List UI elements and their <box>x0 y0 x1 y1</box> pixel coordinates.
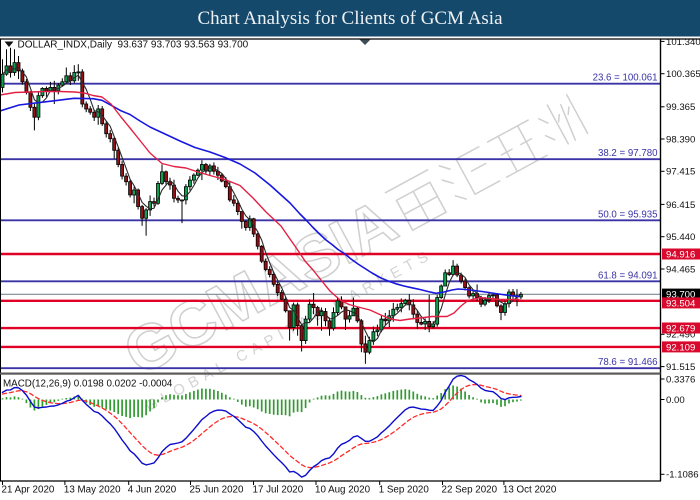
svg-text:92.679: 92.679 <box>666 324 695 335</box>
svg-text:MACD(12,26,9) 0.0198 0.0202 -0: MACD(12,26,9) 0.0198 0.0202 -0.0004 <box>3 379 173 390</box>
svg-text:13 Oct 2020: 13 Oct 2020 <box>503 485 557 496</box>
svg-text:17 Jul 2020: 17 Jul 2020 <box>253 485 304 496</box>
svg-text:100.365: 100.365 <box>666 69 700 80</box>
svg-text:Chart Analysis for Clients of: Chart Analysis for Clients of GCM Asia <box>197 8 503 29</box>
svg-text:101.340: 101.340 <box>666 37 700 48</box>
svg-text:13 May 2020: 13 May 2020 <box>64 485 121 496</box>
svg-text:10 Aug 2020: 10 Aug 2020 <box>315 485 371 496</box>
svg-text:4 Jun 2020: 4 Jun 2020 <box>128 485 177 496</box>
svg-text:91.515: 91.515 <box>666 362 695 373</box>
svg-text:93.700: 93.700 <box>666 289 695 300</box>
svg-text:96.415: 96.415 <box>666 200 695 211</box>
svg-text:38.2 = 97.780: 38.2 = 97.780 <box>598 148 658 159</box>
svg-text:22 Sep 2020: 22 Sep 2020 <box>442 485 498 496</box>
svg-text:23.6 = 100.061: 23.6 = 100.061 <box>593 73 658 84</box>
svg-text:61.8 = 94.091: 61.8 = 94.091 <box>598 270 658 281</box>
svg-text:99.365: 99.365 <box>666 102 695 113</box>
svg-text:0.00: 0.00 <box>666 395 685 406</box>
svg-text:95.440: 95.440 <box>666 232 695 243</box>
svg-text:93.504: 93.504 <box>666 298 696 309</box>
svg-text:98.390: 98.390 <box>666 134 695 145</box>
svg-text:1 Sep 2020: 1 Sep 2020 <box>379 485 430 496</box>
svg-text:-1.1086: -1.1086 <box>666 470 699 481</box>
svg-text:DOLLAR_INDX,Daily 93.637 93.7: DOLLAR_INDX,Daily 93.637 93.703 93.563 9… <box>18 40 249 51</box>
svg-text:94.465: 94.465 <box>666 264 695 275</box>
svg-text:21 Apr 2020: 21 Apr 2020 <box>2 485 55 496</box>
svg-text:25 Jun 2020: 25 Jun 2020 <box>190 485 244 496</box>
svg-text:94.916: 94.916 <box>666 250 695 261</box>
svg-text:97.415: 97.415 <box>666 167 695 178</box>
svg-text:0.3376: 0.3376 <box>666 374 695 385</box>
svg-text:78.6 = 91.466: 78.6 = 91.466 <box>598 357 658 368</box>
svg-text:50.0 = 95.935: 50.0 = 95.935 <box>598 209 658 220</box>
svg-text:92.490: 92.490 <box>666 330 695 341</box>
svg-text:92.109: 92.109 <box>666 342 695 353</box>
